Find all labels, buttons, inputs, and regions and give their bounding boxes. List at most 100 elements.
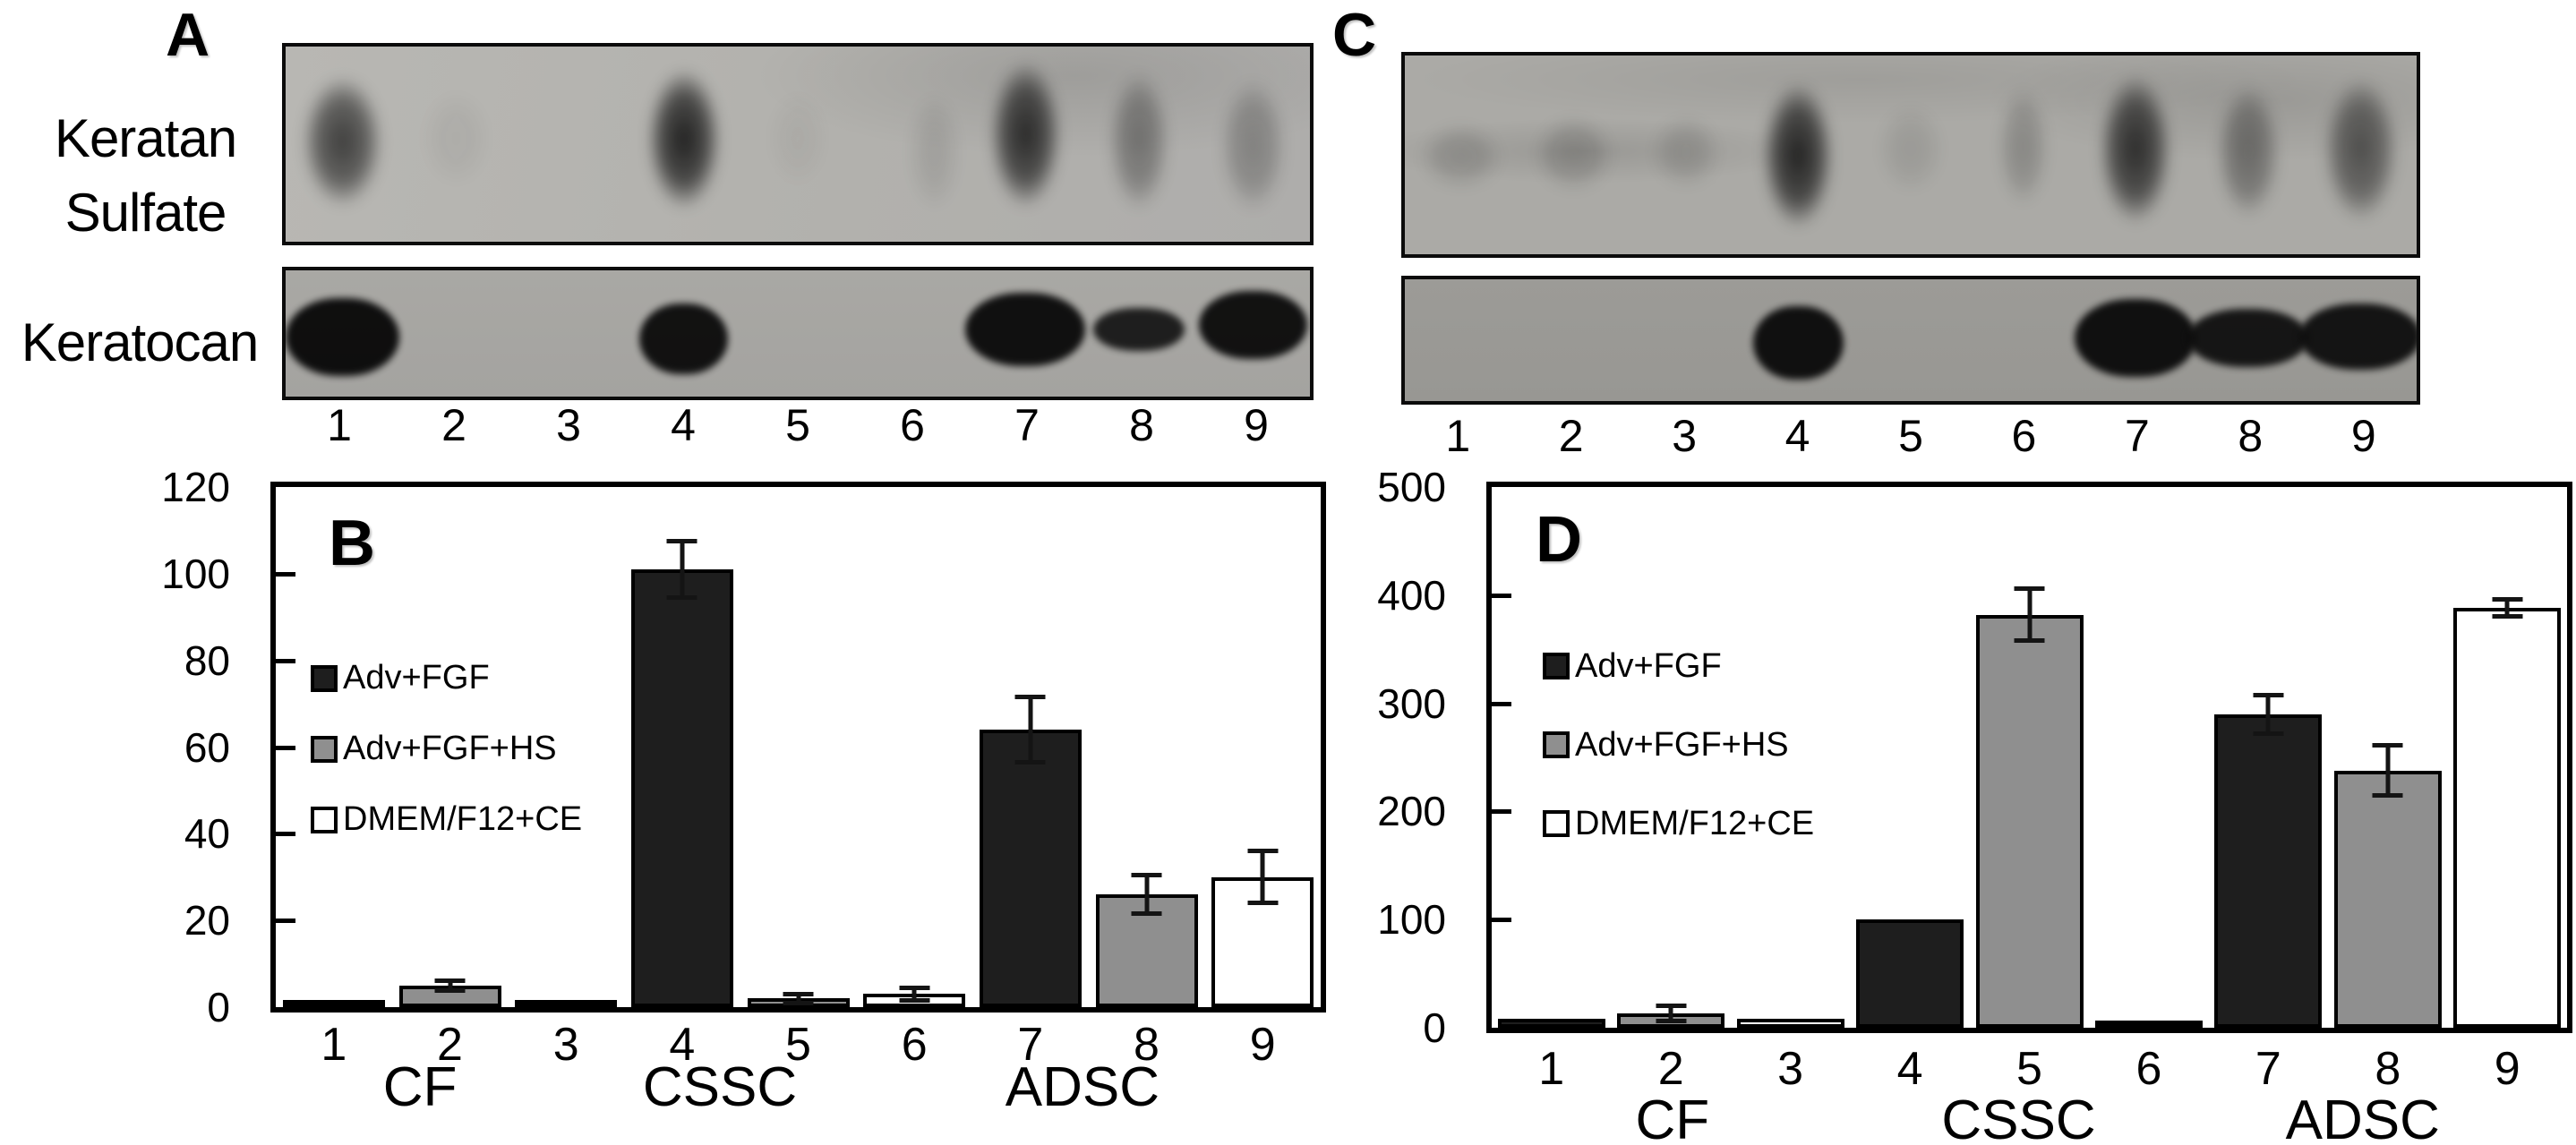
x-label-lane-6: 6 — [2135, 1043, 2162, 1095]
bar-chart-d: D Adv+FGF Adv+FGF+HS DMEM/F12+CE 1 2 3 4 5 6 7 8 9… — [1486, 482, 2572, 1145]
chart-d-legend: Adv+FGF Adv+FGF+HS DMEM/F12+CE — [1543, 627, 1814, 863]
group-label-adsc: ADSC — [1005, 1056, 1160, 1118]
lane-number-4: 4 — [1784, 411, 1810, 461]
band-lane-6 — [903, 85, 966, 233]
legend-label: DMEM/F12+CE — [343, 800, 583, 838]
group-label-cssc: CSSC — [1941, 1089, 2096, 1145]
x-label-lane-4: 4 — [669, 1019, 696, 1071]
x-label-lane-4: 4 — [1896, 1043, 1923, 1095]
legend-item-dmem-f12-ce: DMEM/F12+CE — [1543, 784, 1814, 863]
legend-swatch — [1543, 653, 1570, 679]
band-lane-4 — [1753, 305, 1844, 380]
error-bar-lane-2 — [1668, 1004, 1673, 1024]
error-bar-lane-5 — [2027, 586, 2032, 643]
panel-c-lane-numbers: 1 2 3 4 5 6 7 8 9 — [1401, 410, 2420, 462]
bar-chart-b: B Adv+FGF Adv+FGF+HS DMEM/F12+CE 1 2 3 4 5 6 7 8 9… — [270, 482, 1326, 1118]
legend-swatch — [311, 806, 338, 833]
x-label-lane-5: 5 — [785, 1019, 811, 1071]
band-lane-1 — [1410, 119, 1512, 203]
lane-number-2: 2 — [1558, 411, 1584, 461]
lane-number-9: 9 — [1244, 400, 1269, 450]
chart-b-legend: Adv+FGF Adv+FGF+HS DMEM/F12+CE — [311, 643, 582, 855]
error-bar-lane-7 — [2265, 692, 2271, 736]
bar-lane-8 — [2333, 770, 2442, 1028]
legend-label: DMEM/F12+CE — [1575, 804, 1815, 842]
legend-item-adv-fgf: Adv+FGF — [311, 643, 582, 713]
x-label-lane-3: 3 — [1777, 1043, 1804, 1095]
legend-swatch — [311, 735, 338, 763]
y-tick-400 — [1492, 593, 1511, 598]
error-bar-lane-2 — [448, 978, 452, 993]
legend-swatch — [311, 664, 338, 692]
lane-number-2: 2 — [441, 400, 466, 450]
x-label-lane-6: 6 — [901, 1019, 928, 1071]
x-label-lane-2: 2 — [1657, 1043, 1684, 1095]
x-label-lane-8: 8 — [1134, 1019, 1160, 1071]
band-lane-5 — [1871, 98, 1950, 209]
band-lane-3 — [1643, 111, 1728, 203]
panel-a-keratan-sulfate-blot — [282, 43, 1314, 245]
chart-b-plot-area — [276, 487, 1321, 1007]
panel-c-keratocan-blot — [1401, 276, 2420, 405]
chart-d-plot-area — [1492, 487, 2567, 1028]
x-label-lane-5: 5 — [2016, 1043, 2042, 1095]
chart-b-letter: B — [329, 508, 375, 579]
lane-number-5: 5 — [1898, 411, 1923, 461]
band-lane-7 — [980, 50, 1070, 238]
legend-item-adv-fgf: Adv+FGF — [1543, 627, 1814, 705]
band-lane-9 — [2314, 67, 2407, 251]
bar-lane-9 — [2453, 608, 2562, 1028]
x-label-lane-2: 2 — [437, 1019, 463, 1071]
band-lane-4 — [1754, 71, 1843, 254]
band-lane-4 — [639, 303, 729, 374]
bar-lane-7 — [979, 730, 1082, 1007]
bar-lane-1 — [1497, 1019, 1605, 1028]
bar-lane-4 — [630, 569, 733, 1007]
band-lane-1 — [286, 298, 400, 377]
x-label-lane-1: 1 — [1538, 1043, 1565, 1095]
panel-c-letter: C — [1332, 1, 1377, 69]
lane-number-3: 3 — [556, 400, 581, 450]
lane-number-5: 5 — [785, 400, 810, 450]
bar-lane-5 — [1975, 614, 2084, 1028]
y-tick-label-500: 500 — [1377, 464, 1446, 510]
legend-label: Adv+FGF+HS — [343, 730, 557, 767]
lane-number-4: 4 — [671, 400, 696, 450]
error-bar-lane-8 — [2385, 743, 2391, 798]
y-tick-label-120: 120 — [161, 464, 230, 510]
band-lane-8 — [2187, 308, 2309, 367]
band-lane-8 — [2208, 75, 2288, 244]
band-lane-7 — [965, 293, 1085, 367]
band-lane-8 — [1101, 62, 1177, 238]
bar-lane-4 — [1856, 919, 1964, 1028]
y-tick-100 — [1492, 918, 1511, 923]
error-bar-lane-9 — [2504, 597, 2510, 619]
band-lane-9 — [1211, 70, 1295, 238]
y-tick-300 — [1492, 701, 1511, 706]
y-tick-label-80: 80 — [184, 637, 230, 684]
y-tick-label-60: 60 — [184, 723, 230, 771]
x-label-lane-9: 9 — [1249, 1019, 1276, 1071]
bar-lane-3 — [515, 1000, 618, 1007]
group-label-cf: CF — [382, 1056, 458, 1118]
error-bar-lane-5 — [796, 991, 800, 1006]
legend-swatch — [1543, 810, 1570, 837]
y-tick-label-400: 400 — [1377, 571, 1446, 619]
keratan-label: Keratan — [54, 108, 237, 168]
bar-lane-3 — [1736, 1019, 1844, 1028]
x-label-lane-9: 9 — [2494, 1043, 2520, 1095]
chart-d-letter: D — [1536, 504, 1582, 576]
panel-a-keratocan-blot — [282, 267, 1314, 400]
y-tick-100 — [276, 571, 295, 577]
x-label-lane-7: 7 — [1017, 1019, 1044, 1071]
band-lane-8 — [1093, 308, 1185, 352]
lane-number-7: 7 — [2124, 411, 2150, 461]
lane-number-1: 1 — [1445, 411, 1471, 461]
error-bar-lane-8 — [1144, 872, 1149, 917]
y-tick-60 — [276, 745, 295, 750]
band-lane-2 — [1525, 111, 1622, 207]
error-bar-lane-9 — [1260, 849, 1265, 906]
keratocan-label: Keratocan — [21, 312, 260, 372]
band-lane-2 — [416, 85, 497, 203]
